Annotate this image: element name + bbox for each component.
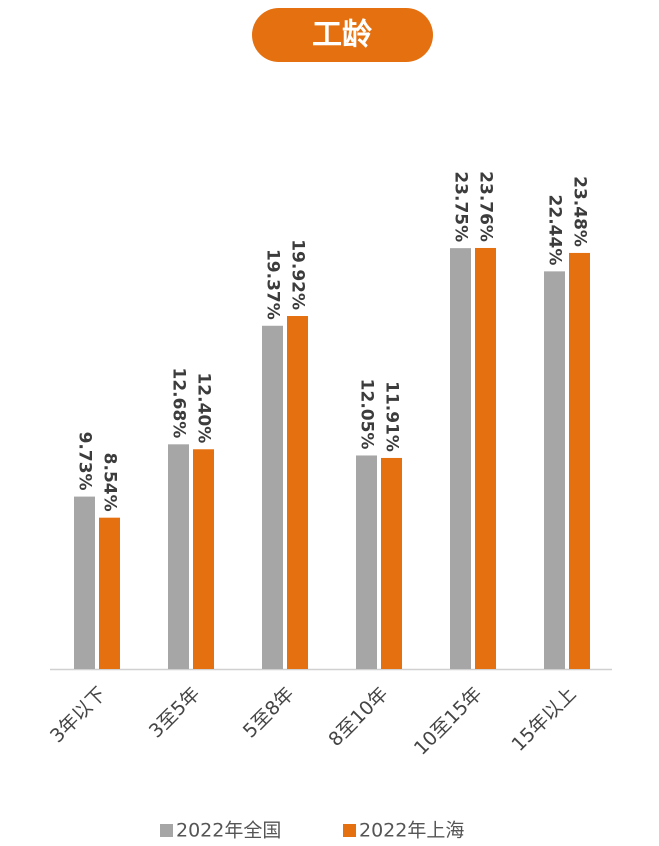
value-label: 11.91% (382, 381, 402, 452)
bar (544, 271, 565, 669)
bar (193, 449, 214, 669)
legend-label: 2022年全国 (176, 820, 281, 842)
value-label: 19.92% (288, 239, 308, 310)
legend-label: 2022年上海 (359, 820, 464, 842)
value-label: 22.44% (545, 195, 565, 266)
legend-swatch (160, 824, 173, 837)
bar (168, 444, 189, 669)
bar (475, 247, 496, 670)
value-label: 19.37% (263, 249, 283, 320)
bar (262, 325, 283, 669)
bar (450, 248, 471, 669)
value-label: 8.54% (100, 453, 120, 512)
value-label: 12.68% (169, 367, 189, 438)
chart-title: 工龄 (312, 18, 373, 53)
bar (356, 455, 377, 669)
x-tick-label: 15年以上 (507, 683, 580, 756)
x-tick-label: 3年以下 (46, 683, 110, 747)
value-label: 12.05% (357, 379, 377, 450)
x-tick-label: 5至8年 (239, 683, 299, 743)
value-label: 23.76% (476, 171, 496, 242)
value-label: 12.40% (194, 372, 214, 443)
value-label: 23.48% (570, 176, 590, 247)
x-tick-label: 3至5年 (145, 683, 205, 743)
value-label: 9.73% (75, 432, 95, 491)
title-pill (252, 8, 433, 62)
bar (381, 457, 402, 669)
value-label: 23.75% (451, 171, 471, 242)
bar (99, 517, 120, 669)
bar (287, 316, 308, 669)
x-tick-label: 8至10年 (324, 683, 392, 751)
x-tick-label: 10至15年 (410, 683, 487, 760)
legend-swatch (343, 824, 356, 837)
bar (569, 252, 590, 670)
bar (74, 496, 95, 669)
